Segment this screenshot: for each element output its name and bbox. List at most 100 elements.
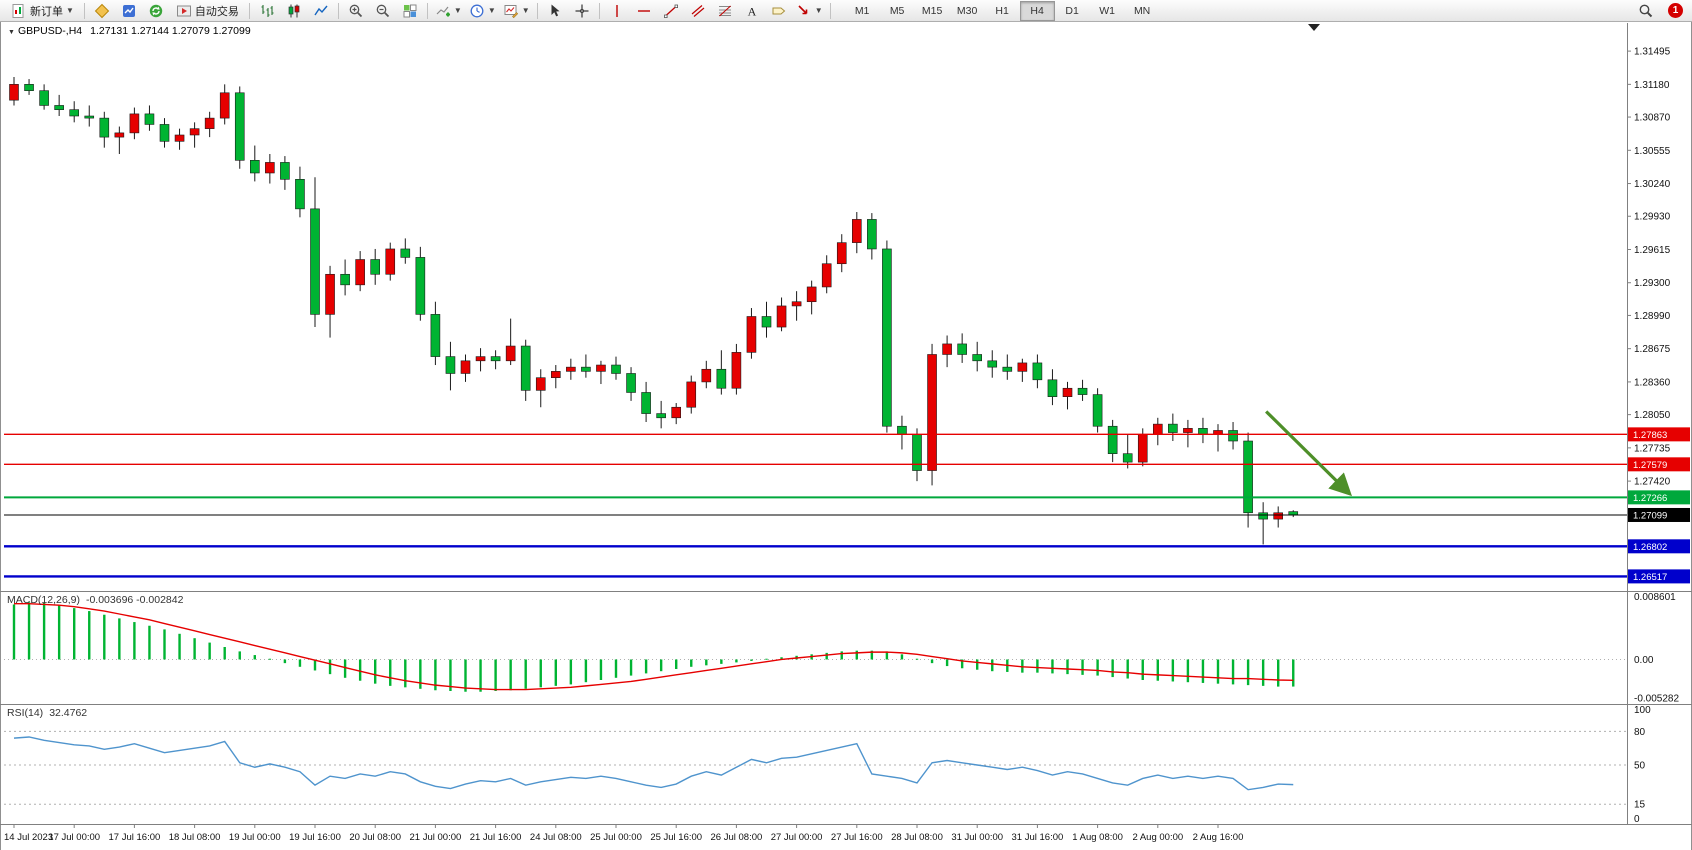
chevron-down-icon: ▼ <box>66 5 74 15</box>
macd-bar <box>524 659 527 689</box>
macd-bar <box>614 659 618 678</box>
macd-bar <box>885 651 889 660</box>
macd-bar <box>1081 659 1084 675</box>
candle <box>867 219 877 250</box>
arrow-annotation[interactable] <box>1265 410 1352 497</box>
timeframe-m30-button[interactable]: M30 <box>956 4 978 17</box>
toolbar-separator <box>83 2 85 19</box>
candle <box>1077 387 1088 395</box>
macd-bar <box>569 659 573 685</box>
price-axis-label: 1.27420 <box>1634 477 1671 488</box>
market-watch-button[interactable] <box>116 0 142 22</box>
crosshair-button[interactable] <box>569 0 595 22</box>
macd-bar <box>1201 659 1205 683</box>
candle <box>806 286 817 303</box>
macd-bar <box>238 651 241 660</box>
text-button[interactable]: A <box>739 0 765 22</box>
candle <box>1107 425 1118 454</box>
price-axis-label: 1.29930 <box>1634 212 1671 223</box>
macd-bar <box>644 659 648 674</box>
macd-bar <box>193 638 196 660</box>
vertical-line-icon <box>609 3 625 19</box>
metaeditor-button[interactable] <box>89 0 115 22</box>
candle <box>280 162 290 180</box>
channel-button[interactable] <box>685 0 711 22</box>
macd-bar <box>735 659 738 663</box>
timeframe-d1-button[interactable]: D1 <box>1065 4 1079 17</box>
chart-shift-marker[interactable] <box>1308 24 1320 31</box>
timeframe-m5-button[interactable]: M5 <box>889 4 905 17</box>
trendline-button[interactable] <box>658 0 684 22</box>
price-badge <box>1628 457 1690 472</box>
time-axis-label: 14 Jul 2023 <box>4 832 53 843</box>
candle <box>851 219 862 243</box>
search-icon <box>1638 3 1654 19</box>
auto-trading-button[interactable]: 自动交易 <box>170 0 245 22</box>
horizontal-line-button[interactable] <box>631 0 657 22</box>
candle <box>385 248 396 275</box>
macd-bar <box>659 659 663 672</box>
candle <box>686 381 697 408</box>
macd-bar <box>434 659 437 691</box>
tile-windows-button[interactable] <box>397 0 423 22</box>
macd-bar <box>705 659 708 666</box>
time-axis-label: 31 Jul 16:00 <box>1012 832 1064 843</box>
timeframe-mn-button[interactable]: MN <box>1133 4 1151 17</box>
timeframe-m15-button[interactable]: M15 <box>921 4 943 17</box>
candle <box>1137 434 1148 463</box>
candle <box>114 132 125 138</box>
arrows-button[interactable]: ▼ <box>793 0 826 22</box>
price-axis-label: 1.27735 <box>1634 443 1671 454</box>
macd-bar <box>148 625 151 660</box>
one-click-trading-toggle[interactable]: ▼ <box>8 29 15 36</box>
bar-chart-icon <box>259 3 275 19</box>
candle <box>295 179 305 210</box>
fibonacci-button[interactable] <box>712 0 738 22</box>
zoom-in-button[interactable] <box>343 0 369 22</box>
zoom-in-icon <box>348 3 364 19</box>
candle <box>1228 430 1238 442</box>
candle <box>1288 511 1299 516</box>
macd-bar <box>73 608 76 660</box>
line-chart-button[interactable] <box>308 0 334 22</box>
bar-chart-button[interactable] <box>254 0 280 22</box>
macd-bar <box>88 611 91 660</box>
templates-button[interactable]: ▼ <box>500 0 533 22</box>
label-button[interactable] <box>766 0 792 22</box>
vertical-line-button[interactable] <box>604 0 630 22</box>
macd-bar <box>419 659 422 689</box>
timeframe-h1-button[interactable]: H1 <box>995 4 1009 17</box>
auto-trading-icon <box>176 3 192 19</box>
candle <box>1092 394 1103 427</box>
metaeditor-icon <box>94 3 110 19</box>
toolbar-right: 1 <box>1633 0 1687 22</box>
price-badge <box>1628 507 1690 522</box>
candle <box>505 345 516 362</box>
periods-button[interactable]: ▼ <box>466 0 499 22</box>
toolbar-separator <box>536 2 538 19</box>
macd-bar <box>1051 659 1054 674</box>
search-button[interactable] <box>1633 0 1659 22</box>
macd-bar <box>991 659 994 672</box>
timeframe-h4-button[interactable]: H4 <box>1019 0 1055 21</box>
zoom-out-button[interactable] <box>370 0 396 22</box>
timeframe-w1-button[interactable]: W1 <box>1099 4 1115 17</box>
new-order-button[interactable]: 新订单 ▼ <box>5 0 80 22</box>
cursor-button[interactable] <box>542 0 568 22</box>
macd-bar <box>358 659 362 681</box>
notification-badge[interactable]: 1 <box>1668 3 1683 18</box>
price-badge <box>1628 427 1690 442</box>
time-axis-label: 18 Jul 08:00 <box>169 832 221 843</box>
timeframe-m1-button[interactable]: M1 <box>854 4 870 17</box>
macd-bar <box>133 622 136 660</box>
indicators-button[interactable]: ▼ <box>432 0 465 22</box>
market-watch-icon <box>121 3 137 19</box>
macd-bar <box>690 659 693 667</box>
macd-bar <box>479 659 482 692</box>
candlestick-chart-button[interactable] <box>281 0 307 22</box>
cursor-icon <box>547 3 563 19</box>
candle <box>430 314 441 357</box>
refresh-button[interactable] <box>143 0 169 22</box>
price-badge-label: 1.27863 <box>1633 430 1667 441</box>
time-axis-label: 20 Jul 08:00 <box>349 832 401 843</box>
